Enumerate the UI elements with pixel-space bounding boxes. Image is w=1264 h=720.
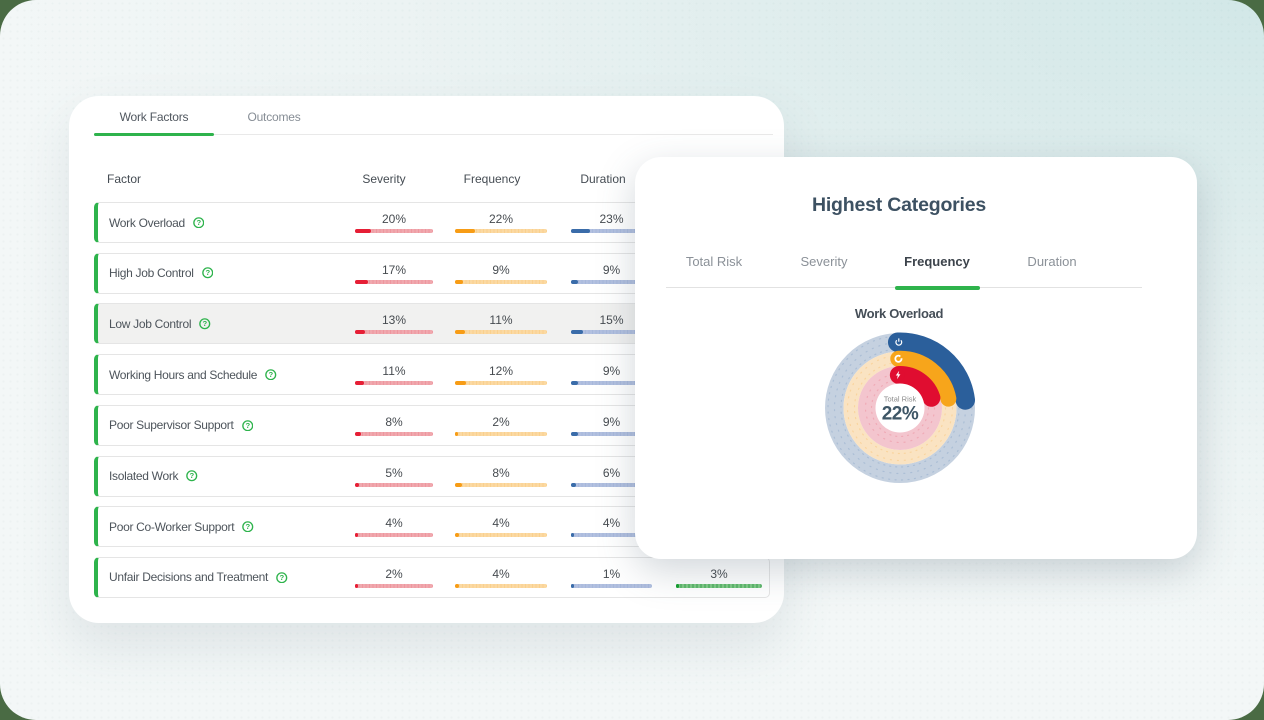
svg-text:?: ? [205, 269, 210, 278]
svg-text:?: ? [190, 471, 195, 480]
svg-text:?: ? [203, 319, 208, 328]
svg-text:?: ? [246, 522, 251, 531]
svg-text:?: ? [280, 573, 285, 582]
svg-text:?: ? [245, 421, 250, 430]
svg-text:Total Risk: Total Risk [884, 395, 917, 404]
svg-text:?: ? [269, 370, 274, 379]
svg-text:22%: 22% [882, 404, 919, 425]
svg-text:?: ? [196, 218, 201, 227]
